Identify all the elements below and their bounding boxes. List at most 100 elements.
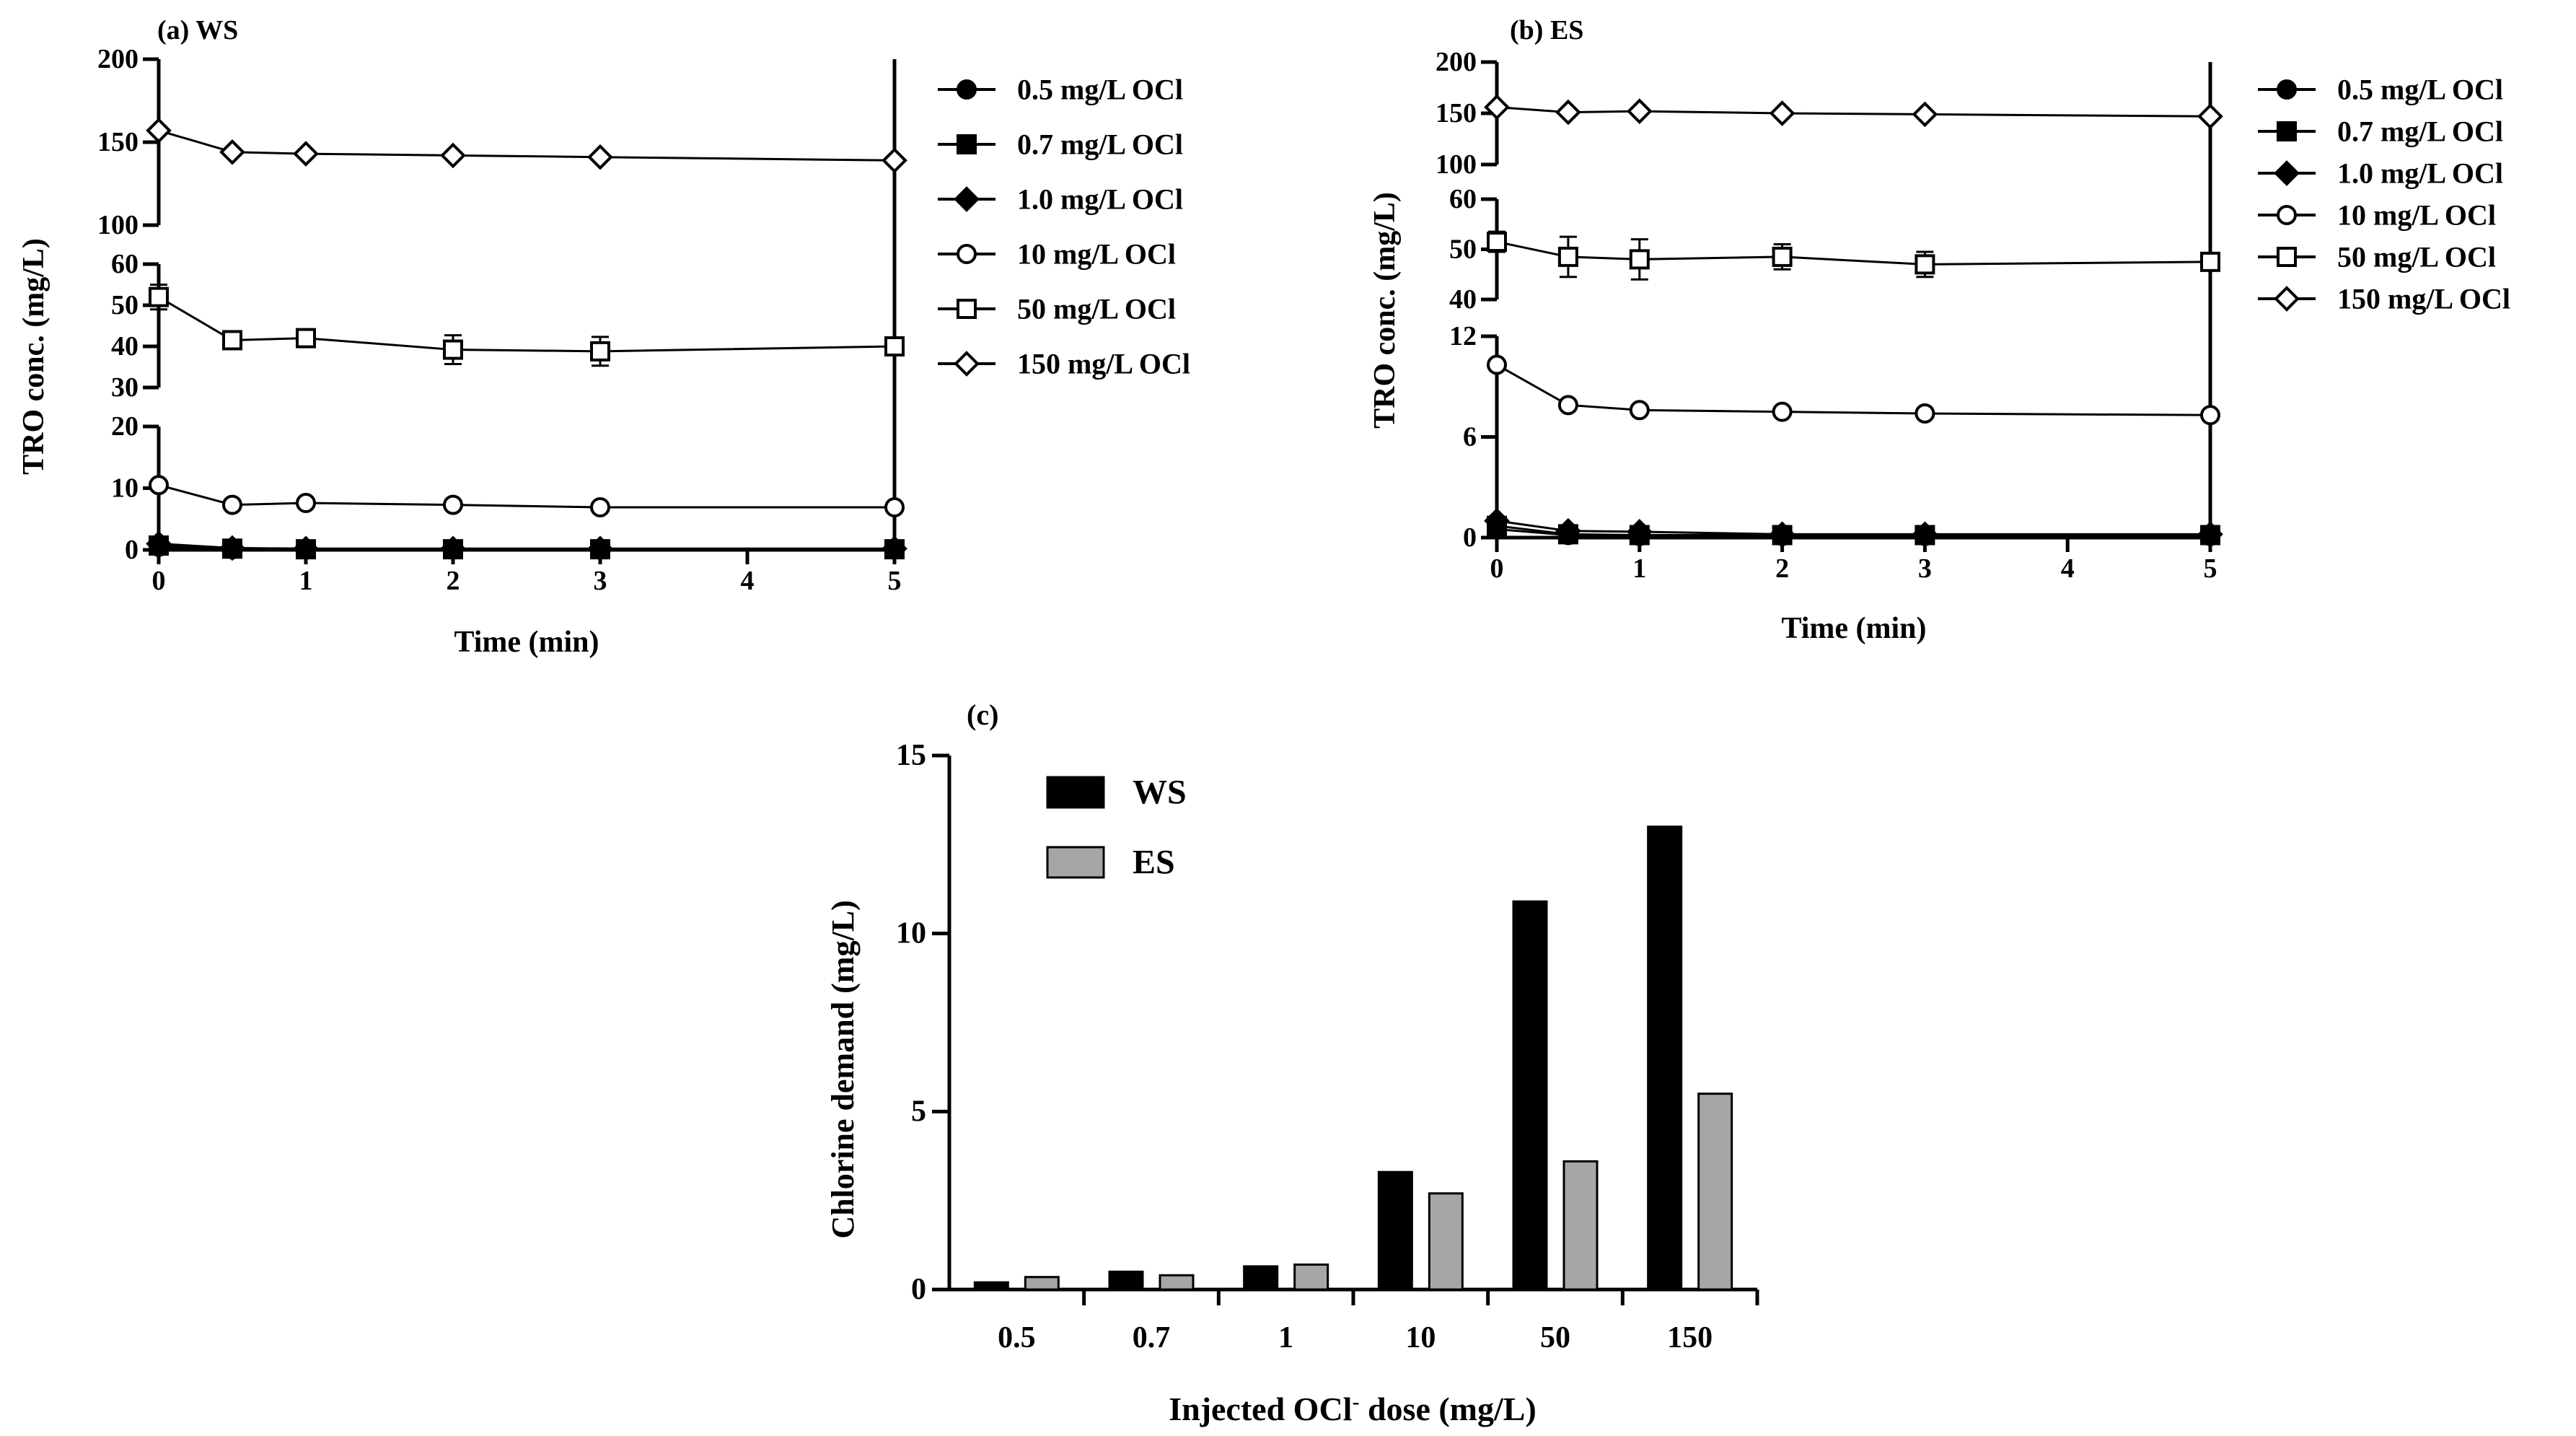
legend-swatch (1046, 846, 1105, 879)
data-point (443, 339, 463, 360)
legend-marker (2277, 205, 2297, 225)
series-line (158, 542, 894, 550)
data-point (882, 535, 907, 562)
series-10-mg-l-ocl (1487, 354, 2220, 426)
legend-label: 1.0 mg/L OCl (1017, 183, 1183, 216)
legend-entry: 150 mg/L OCl (2258, 283, 2510, 315)
data-point (1629, 249, 1650, 270)
series-line (1496, 520, 2210, 535)
series-line (1496, 105, 2211, 118)
data-point (2197, 521, 2223, 548)
data-point (590, 341, 610, 362)
data-point (296, 328, 316, 349)
x-tick-label: 3 (594, 566, 607, 596)
legend-marker (2274, 160, 2300, 186)
x-tick-label: 2 (1775, 553, 1789, 584)
data-point (219, 139, 245, 165)
legend-entry: ES (1046, 844, 1175, 882)
bar-es (1024, 1276, 1060, 1291)
y-tick-label: 30 (111, 372, 139, 403)
data-point (2197, 103, 2223, 130)
data-point (219, 535, 245, 561)
legend-entry: 1.0 mg/L OCl (938, 183, 1183, 216)
data-point (222, 330, 242, 351)
data-point (587, 144, 613, 170)
legend-label: 10 mg/L OCl (2337, 199, 2496, 232)
bar-es (1428, 1192, 1464, 1291)
x-tick-label: 5 (888, 566, 902, 596)
data-point (146, 118, 172, 144)
legend-label: 50 mg/L OCl (2337, 241, 2496, 273)
legend-label: 0.7 mg/L OCl (1017, 128, 1183, 161)
bar-es (1697, 1093, 1733, 1291)
x-tick-label: 0.7 (1133, 1321, 1171, 1354)
y-tick-label: 100 (97, 210, 139, 240)
y-tick-label: 5 (911, 1095, 926, 1128)
panel-c-x-axis-title: Injected OCl- dose (mg/L) (1169, 1390, 1537, 1427)
legend-entry: 0.5 mg/L OCl (938, 74, 1183, 106)
legend-label: 1.0 mg/L OCl (2337, 157, 2503, 190)
legend-marker (2277, 121, 2297, 141)
y-tick-label: 0 (911, 1273, 926, 1306)
x-tick-label: 1 (299, 566, 313, 596)
data-point (587, 535, 613, 562)
x-tick-label: 2 (447, 566, 460, 596)
series-line (1496, 364, 2211, 416)
x-tick-label: 3 (1918, 553, 1932, 584)
data-point (222, 494, 242, 515)
legend-entry: 50 mg/L OCl (938, 293, 1176, 325)
series-line (158, 483, 894, 509)
series-10-mg-l-ocl (149, 475, 905, 518)
y-tick-label: 20 (111, 411, 139, 442)
bar-ws (973, 1281, 1009, 1291)
panel-b-y-axis-title: TRO conc. (mg/L) (1368, 192, 1402, 429)
bar-ws (1647, 826, 1683, 1291)
data-point (296, 493, 316, 514)
panel-c-y-axis-title: Chlorine demand (mg/L) (825, 900, 861, 1238)
x-tick-label: 50 (1540, 1321, 1570, 1354)
series-1-0-mg-l-ocl (1484, 507, 2223, 548)
data-point (1626, 98, 1653, 124)
legend-label: 0.5 mg/L OCl (1017, 74, 1183, 106)
legend-marker (957, 299, 977, 319)
legend-entry: 150 mg/L OCl (938, 348, 1190, 380)
data-point (1772, 401, 1793, 422)
panel-a-y-axis-title: TRO conc. (mg/L) (17, 238, 50, 475)
bar-es (1159, 1274, 1195, 1291)
legend-entry: 0.5 mg/L OCl (2258, 74, 2503, 106)
y-tick-label: 40 (1449, 284, 1477, 315)
data-point (1915, 254, 1935, 275)
panel-b-label: (b) ES (1510, 15, 1583, 45)
series-0-5-mg-l-ocl (1487, 519, 2220, 546)
panel-a-label: (a) WS (157, 15, 238, 45)
data-point (149, 286, 169, 307)
legend-label: ES (1133, 844, 1175, 882)
data-point (1557, 246, 1578, 267)
data-point (2200, 405, 2220, 426)
y-tick-label: 0 (1463, 522, 1477, 553)
x-tick-label: 150 (1667, 1321, 1713, 1354)
legend-label: 150 mg/L OCl (2337, 283, 2510, 315)
x-tick-label: 5 (2204, 553, 2217, 584)
data-point (293, 535, 319, 562)
panel-c-legend: WS ES (1046, 774, 1187, 882)
series-1-0-mg-l-ocl (146, 530, 907, 562)
legend-label: 0.5 mg/L OCl (2337, 74, 2503, 106)
legend-marker (2274, 286, 2300, 312)
x-tick-label: 0 (1490, 553, 1504, 584)
data-point (2200, 251, 2220, 272)
data-point (293, 141, 319, 167)
x-tick-label: 1 (1632, 553, 1646, 584)
data-point (1769, 100, 1795, 126)
x-tick-label: 4 (2061, 553, 2075, 584)
y-tick-label: 15 (896, 739, 926, 772)
legend-marker (2277, 247, 2297, 267)
y-tick-label: 0 (125, 535, 139, 565)
legend-marker (957, 134, 977, 154)
x-tick-label: 10 (1405, 1321, 1436, 1354)
data-point (440, 535, 466, 562)
bar-ws (1243, 1265, 1279, 1291)
y-tick-label: 10 (896, 917, 926, 950)
